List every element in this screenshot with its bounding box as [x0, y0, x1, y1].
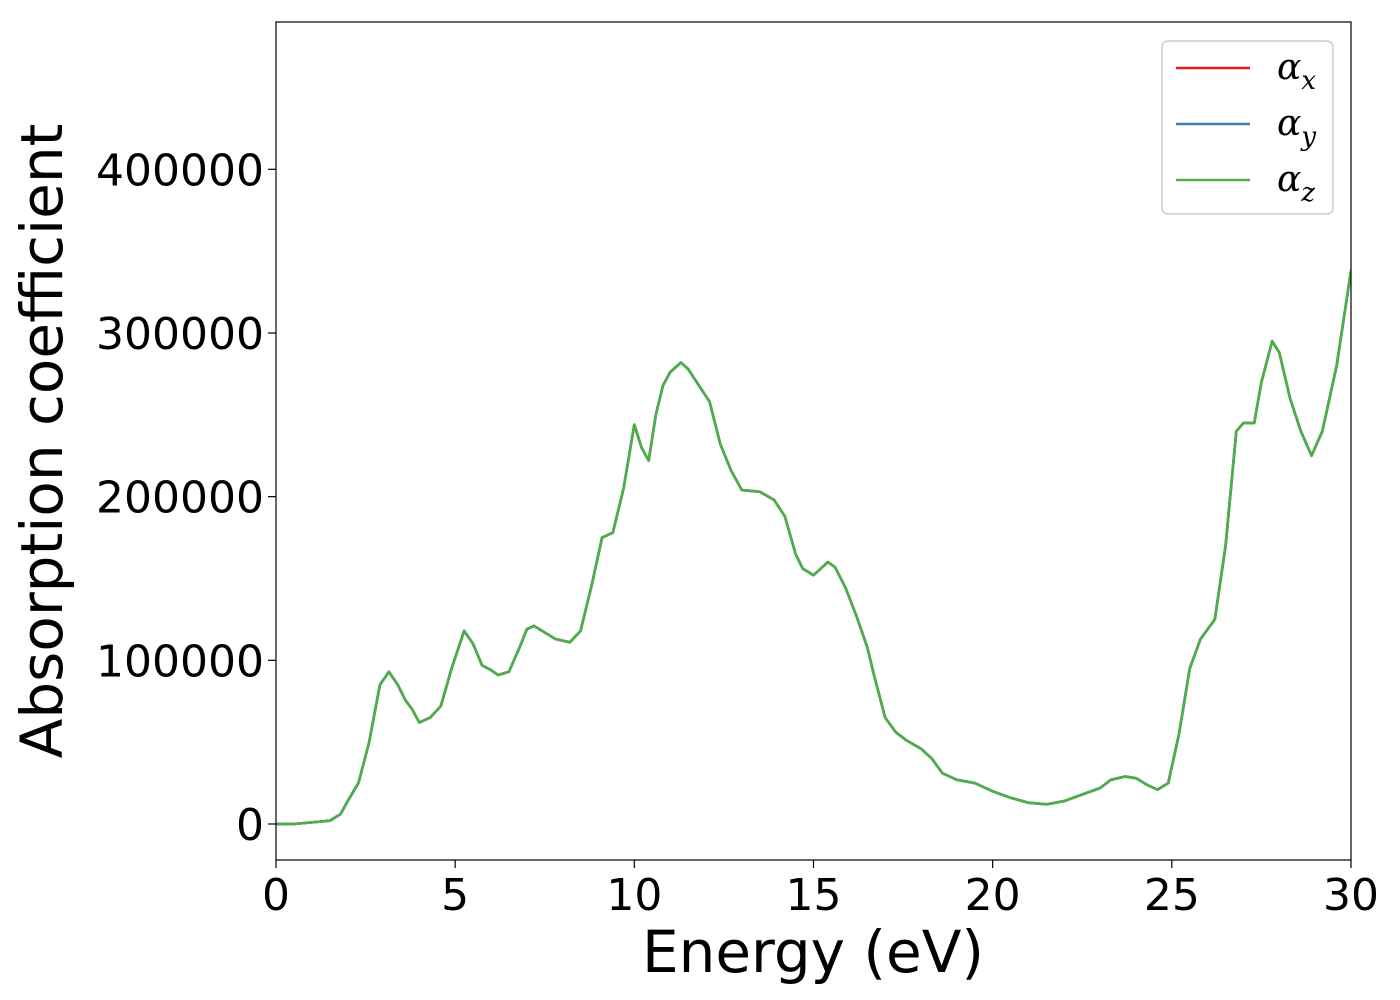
y-tick-label: 400000: [96, 145, 264, 196]
y-axis-title: Absorption coefficient: [8, 124, 76, 759]
legend-subscript: y: [1300, 122, 1316, 152]
x-tick-label: 5: [441, 870, 469, 921]
y-tick-label: 100000: [96, 636, 264, 687]
y-tick-label: 300000: [96, 309, 264, 360]
legend-symbol: α: [1277, 159, 1301, 200]
series-layer: [276, 269, 1351, 826]
x-axis: 0 5 10 15 20 25 30: [262, 860, 1379, 921]
y-tick-label: 200000: [96, 473, 264, 524]
legend-label-z: αz: [1277, 159, 1315, 208]
y-axis: 0 100000 200000 300000 400000: [96, 145, 276, 851]
x-tick-label: 30: [1323, 870, 1379, 921]
legend-symbol: α: [1277, 47, 1301, 88]
legend-label-y: αy: [1277, 103, 1316, 152]
series-line-3: [276, 269, 1351, 826]
y-tick-label: 0: [236, 800, 264, 851]
x-tick-label: 0: [262, 870, 290, 921]
legend-symbol: α: [1277, 103, 1301, 144]
legend-label-x: αx: [1277, 47, 1316, 96]
legend-subscript: z: [1300, 178, 1315, 208]
legend-subscript: x: [1301, 66, 1316, 96]
x-axis-title: Energy (eV): [642, 918, 984, 986]
x-tick-label: 10: [606, 870, 662, 921]
x-tick-label: 20: [965, 870, 1021, 921]
x-tick-label: 15: [786, 870, 842, 921]
legend-box: [1161, 40, 1334, 215]
x-tick-label: 25: [1144, 870, 1200, 921]
